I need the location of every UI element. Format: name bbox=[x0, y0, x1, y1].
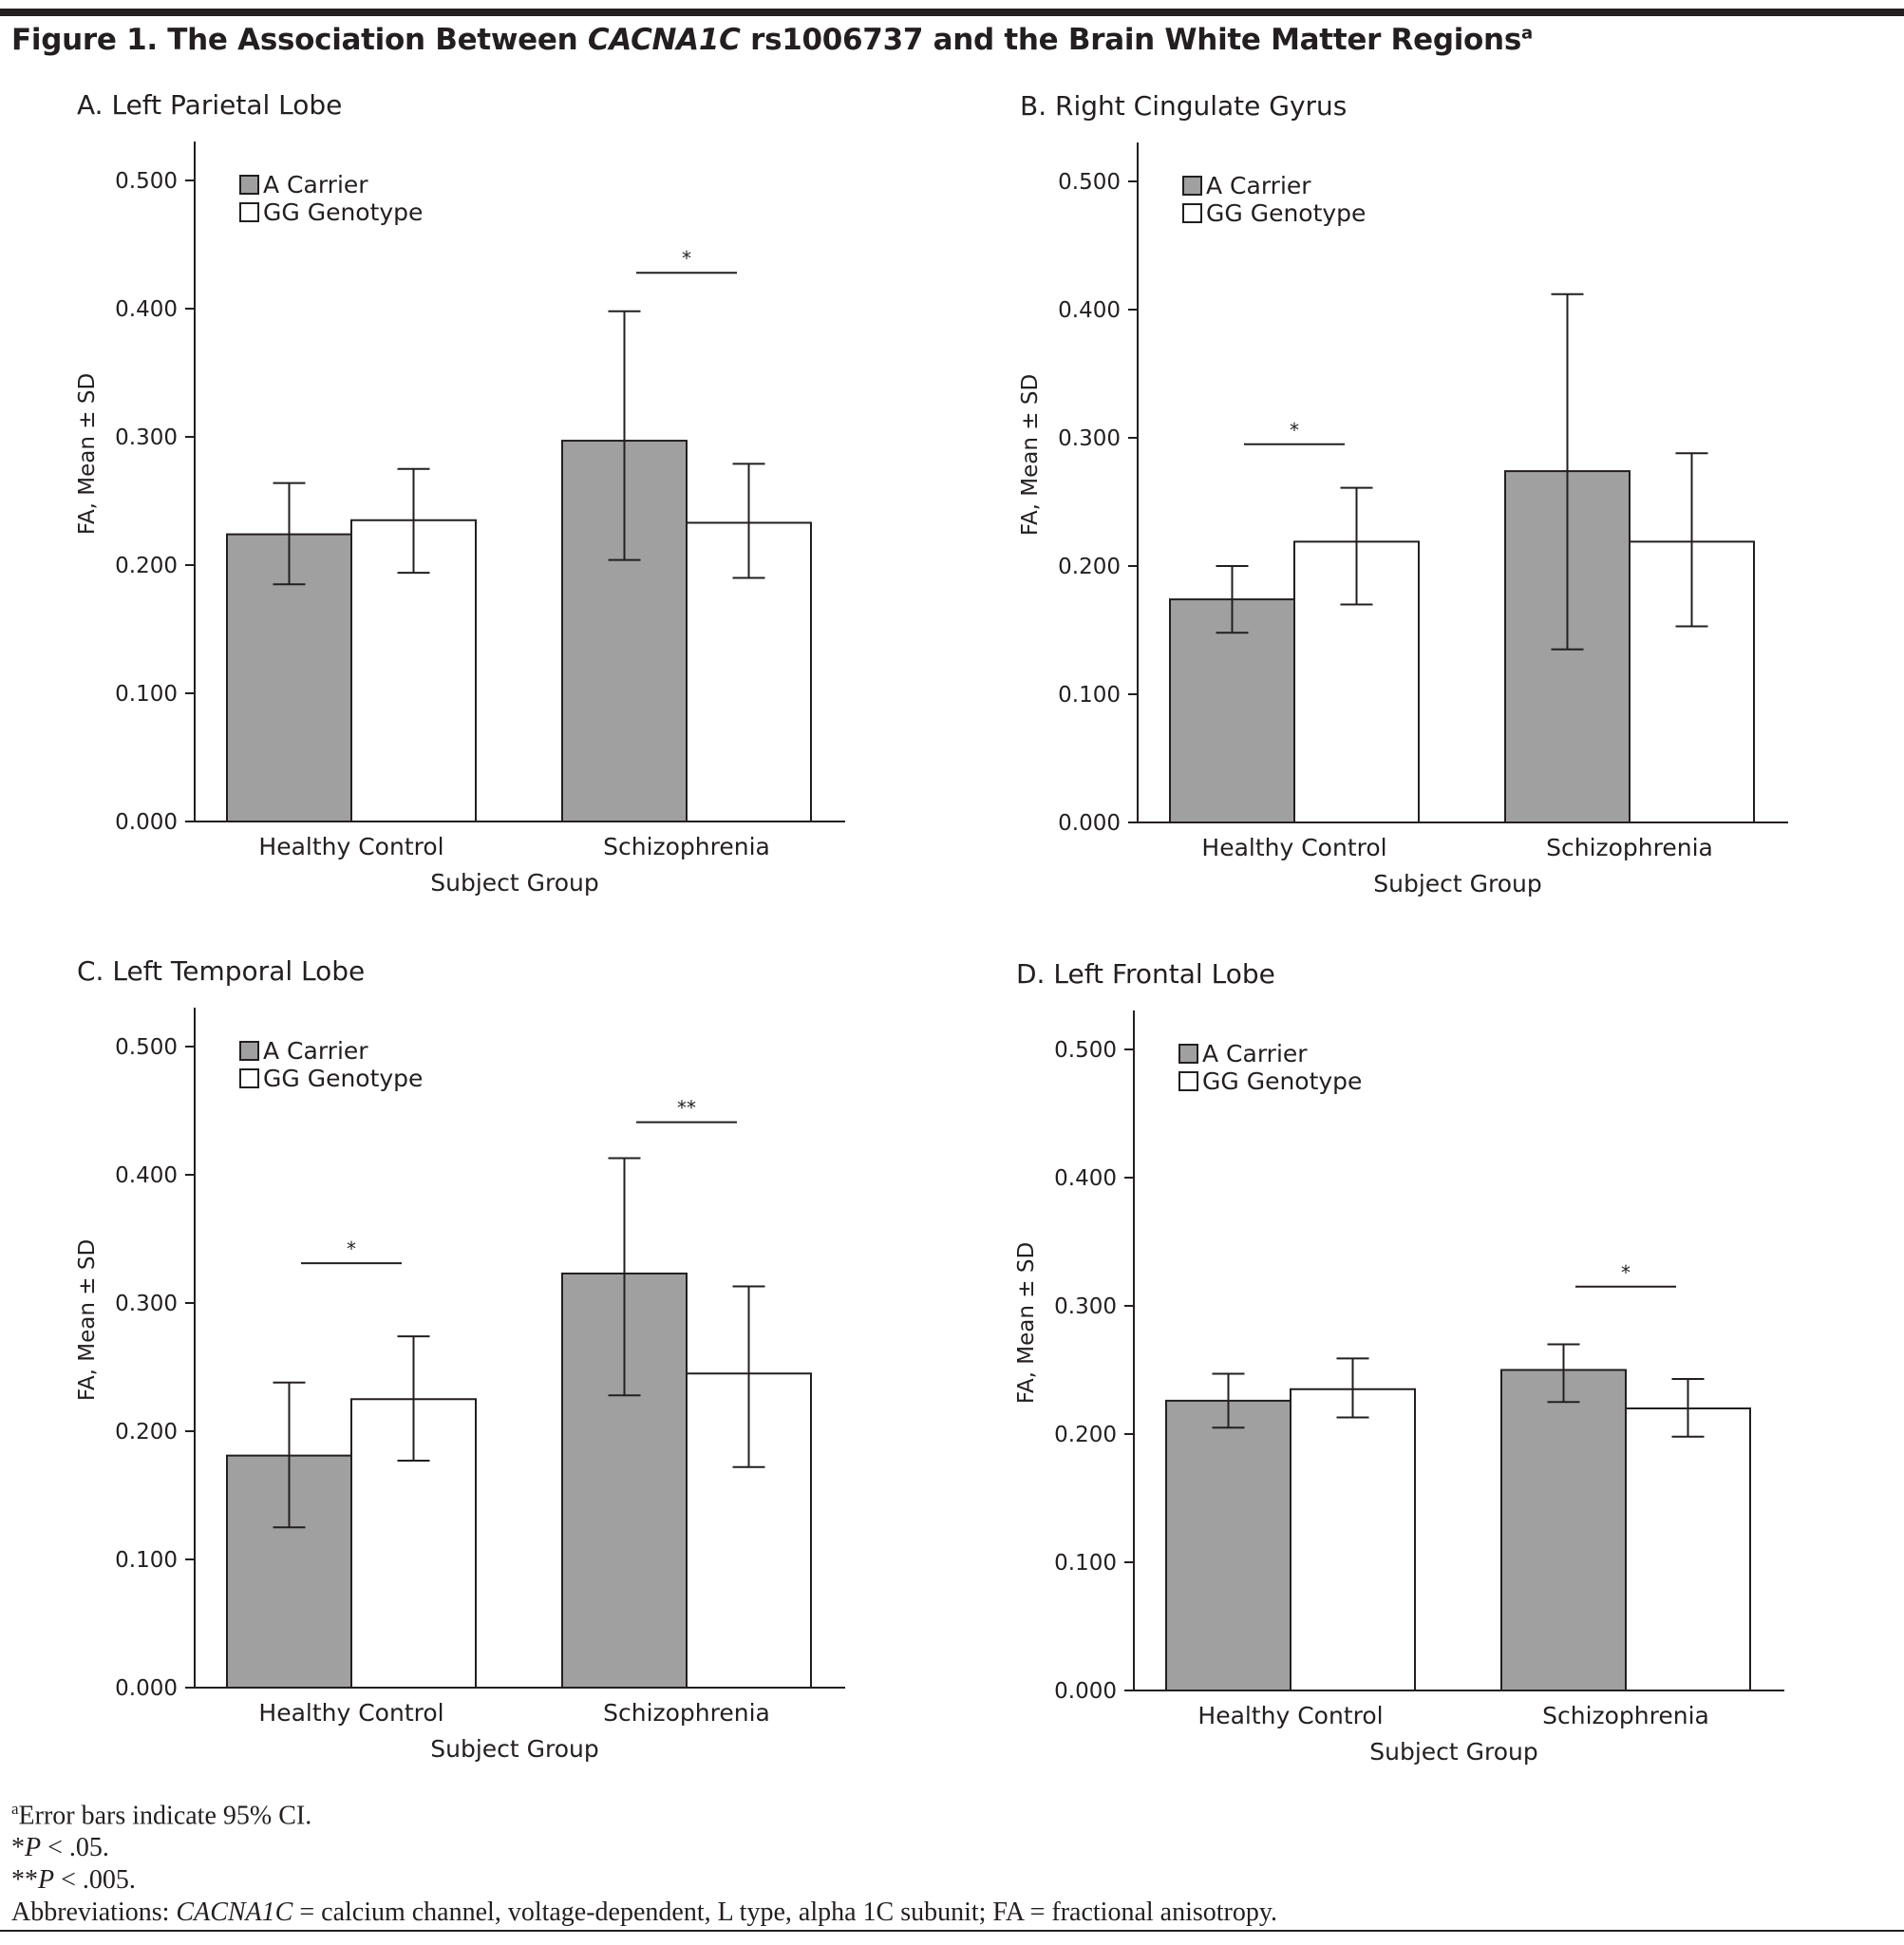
chart-panel-c: C. Left Temporal Lobe 0.000 0.100 0.200 0.30… bbox=[75, 955, 845, 1763]
legend-label: A Carrier bbox=[1206, 172, 1311, 199]
y-tick-label: 0.200 bbox=[1054, 1423, 1117, 1447]
category-label: Healthy Control bbox=[258, 833, 443, 860]
bar-gg-genotype bbox=[1290, 1388, 1416, 1691]
y-tick-label: 0.400 bbox=[1054, 1166, 1117, 1191]
y-tick-label: 0.400 bbox=[115, 1163, 178, 1188]
category-label: Schizophrenia bbox=[603, 833, 770, 860]
footnote-p: P bbox=[25, 1833, 42, 1863]
y-tick-label: 0.000 bbox=[1054, 1679, 1117, 1704]
y-tick-label: 0.200 bbox=[115, 554, 178, 578]
bar-gg-genotype bbox=[1625, 1407, 1751, 1691]
category-label: Healthy Control bbox=[1197, 1702, 1383, 1729]
bottom-rule bbox=[0, 1930, 1904, 1932]
y-tick-label: 0.100 bbox=[115, 682, 178, 707]
footnote-mark: a bbox=[11, 1800, 19, 1818]
category-label: Schizophrenia bbox=[1542, 1702, 1709, 1729]
title-suffix: rs1006737 and the Brain White Matter Reg… bbox=[740, 23, 1521, 57]
legend-swatch-gg-genotype bbox=[1182, 203, 1202, 223]
panel-title: C. Left Temporal Lobe bbox=[77, 955, 365, 987]
legend-swatch-a-carrier bbox=[1182, 176, 1202, 196]
legend-swatch-gg-genotype bbox=[1178, 1071, 1198, 1091]
y-axis-label: FA, Mean ± SD bbox=[75, 373, 100, 535]
y-tick-label: 0.200 bbox=[1058, 555, 1121, 579]
y-tick-label: 0.200 bbox=[115, 1420, 178, 1445]
bar-a-carrier bbox=[1169, 598, 1295, 823]
footnote-a: aError bars indicate 95% CI. bbox=[11, 1793, 1277, 1832]
legend-label: GG Genotype bbox=[263, 198, 423, 226]
y-tick-label: 0.500 bbox=[1054, 1038, 1117, 1063]
footnote-text: < .05. bbox=[41, 1833, 109, 1863]
figure-title: Figure 1. The Association Between CACNA1… bbox=[11, 23, 1533, 57]
y-tick-label: 0.300 bbox=[1058, 426, 1121, 451]
footnote-p05: *P < .05. bbox=[11, 1832, 1277, 1864]
significance-marker: * bbox=[1290, 419, 1299, 442]
panel-title: D. Left Frontal Lobe bbox=[1016, 958, 1275, 990]
legend-label: A Carrier bbox=[1202, 1040, 1308, 1067]
legend-label: A Carrier bbox=[263, 1037, 368, 1065]
category-label: Healthy Control bbox=[1201, 834, 1386, 861]
legend-swatch-gg-genotype bbox=[239, 202, 259, 222]
significance-marker: * bbox=[682, 247, 691, 270]
chart-panel-d: D. Left Frontal Lobe 0.000 0.100 0.200 0.300… bbox=[1014, 958, 1784, 1766]
footnote-stars: ** bbox=[11, 1865, 38, 1896]
footnote-text: = calcium channel, voltage-dependent, L … bbox=[292, 1898, 1278, 1928]
y-tick-label: 0.100 bbox=[1054, 1551, 1117, 1576]
significance-marker: ** bbox=[677, 1097, 696, 1120]
y-tick-label: 0.300 bbox=[1054, 1294, 1117, 1319]
y-tick-label: 0.000 bbox=[1058, 811, 1121, 836]
legend-label: GG Genotype bbox=[1202, 1067, 1362, 1095]
category-label: Healthy Control bbox=[258, 1699, 443, 1727]
y-tick-label: 0.400 bbox=[115, 297, 178, 322]
legend-label: A Carrier bbox=[263, 171, 368, 198]
bar-a-carrier bbox=[1500, 1369, 1627, 1691]
y-tick-label: 0.400 bbox=[1058, 298, 1121, 323]
y-tick-label: 0.500 bbox=[1058, 170, 1121, 195]
panel-title: A. Left Parietal Lobe bbox=[77, 89, 342, 121]
y-tick-label: 0.100 bbox=[115, 1548, 178, 1573]
category-label: Schizophrenia bbox=[1546, 834, 1713, 861]
legend-label: GG Genotype bbox=[263, 1065, 423, 1092]
y-tick-label: 0.500 bbox=[115, 1035, 178, 1060]
y-tick-label: 0.300 bbox=[115, 425, 178, 450]
significance-marker: * bbox=[347, 1237, 356, 1260]
x-axis-label: Subject Group bbox=[430, 1735, 599, 1763]
title-gene: CACNA1C bbox=[587, 23, 741, 57]
y-tick-label: 0.000 bbox=[115, 810, 178, 835]
legend-swatch-gg-genotype bbox=[239, 1068, 259, 1088]
y-axis-label: FA, Mean ± SD bbox=[75, 1239, 100, 1401]
footnote-text: Abbreviations: bbox=[11, 1898, 177, 1928]
footnote-p: P bbox=[38, 1865, 55, 1896]
footnote-stars: * bbox=[11, 1833, 25, 1863]
x-axis-label: Subject Group bbox=[430, 869, 599, 897]
category-label: Schizophrenia bbox=[603, 1699, 770, 1727]
footnote-gene: CACNA1C bbox=[176, 1898, 293, 1928]
bar-a-carrier bbox=[1165, 1399, 1291, 1692]
y-tick-label: 0.100 bbox=[1058, 683, 1121, 708]
y-tick-label: 0.300 bbox=[115, 1292, 178, 1316]
legend-label: GG Genotype bbox=[1206, 199, 1366, 227]
y-axis-label: FA, Mean ± SD bbox=[1018, 374, 1043, 536]
footnotes: aError bars indicate 95% CI. *P < .05. *… bbox=[11, 1793, 1277, 1929]
y-tick-label: 0.500 bbox=[115, 169, 178, 194]
x-axis-label: Subject Group bbox=[1373, 870, 1542, 897]
chart-panel-b: B. Right Cingulate Gyrus 0.000 0.100 0.200 0… bbox=[1018, 90, 1788, 897]
title-footnote-mark: a bbox=[1520, 23, 1533, 44]
chart-panel-a: A. Left Parietal Lobe 0.000 0.100 0.200 0.30… bbox=[75, 89, 845, 897]
footnote-abbreviations: Abbreviations: CACNA1C = calcium channel… bbox=[11, 1897, 1277, 1929]
y-tick-label: 0.000 bbox=[115, 1676, 178, 1701]
footnote-p005: **P < .005. bbox=[11, 1864, 1277, 1897]
x-axis-label: Subject Group bbox=[1369, 1738, 1538, 1766]
legend-swatch-a-carrier bbox=[239, 1041, 259, 1061]
footnote-text: < .005. bbox=[54, 1865, 136, 1896]
significance-marker: * bbox=[1621, 1261, 1631, 1284]
panel-title: B. Right Cingulate Gyrus bbox=[1020, 90, 1347, 122]
top-rule bbox=[0, 9, 1904, 16]
y-axis-label: FA, Mean ± SD bbox=[1014, 1242, 1039, 1404]
legend-swatch-a-carrier bbox=[239, 175, 259, 195]
footnote-text: Error bars indicate 95% CI. bbox=[18, 1801, 312, 1831]
title-prefix: Figure 1. The Association Between bbox=[11, 23, 588, 57]
legend-swatch-a-carrier bbox=[1178, 1044, 1198, 1064]
